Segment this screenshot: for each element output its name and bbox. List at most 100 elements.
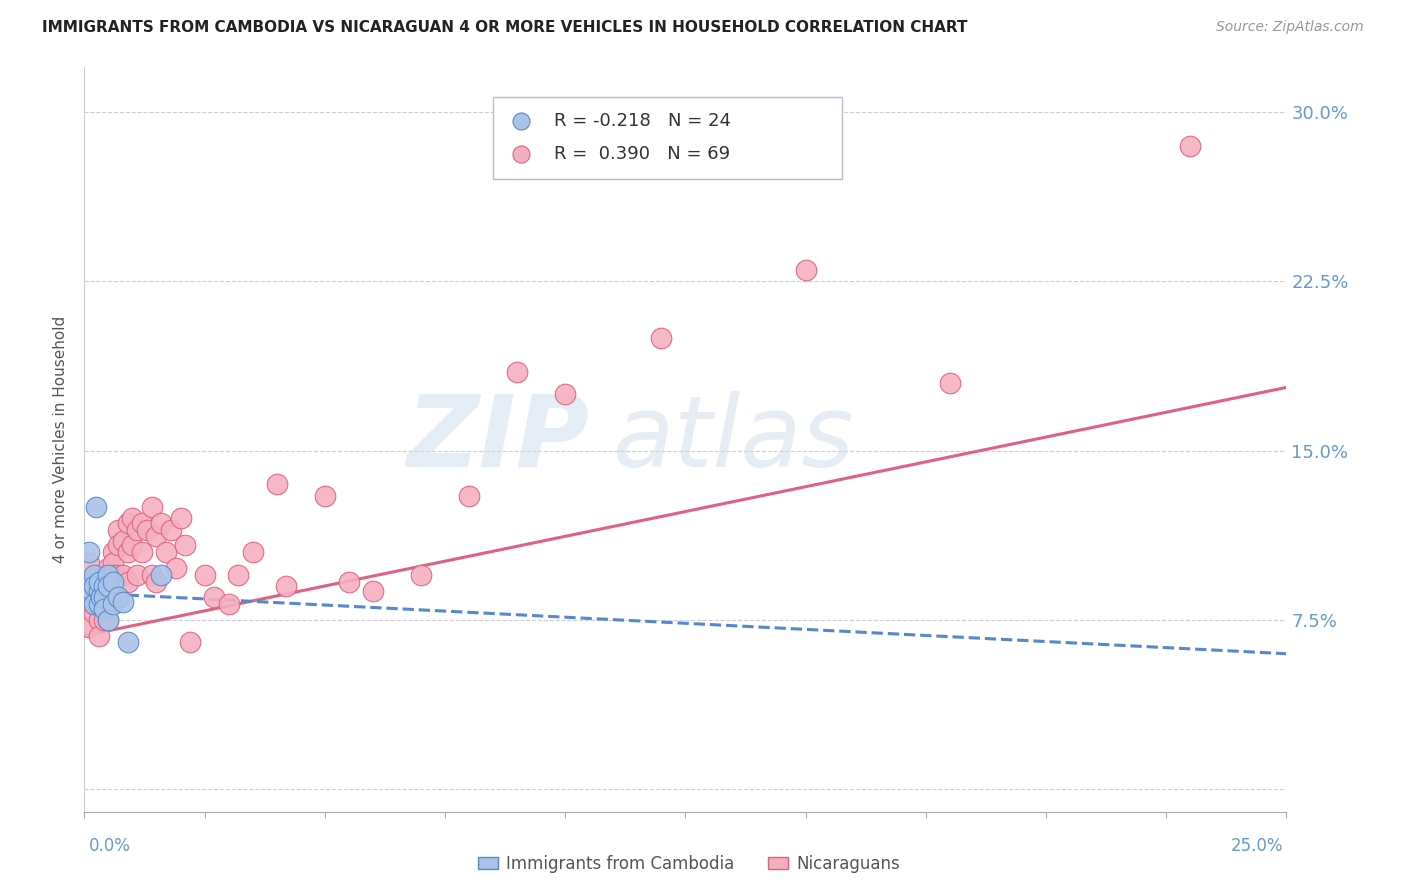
Point — [111, 567, 134, 582]
Point — [97, 579, 120, 593]
Point — [111, 595, 134, 609]
Point — [77, 620, 100, 634]
Point — [107, 567, 129, 582]
Point — [107, 591, 129, 605]
Point — [93, 583, 115, 598]
Point — [131, 545, 153, 559]
Point — [121, 538, 143, 552]
Point — [409, 567, 432, 582]
Text: R =  0.390   N = 69: R = 0.390 N = 69 — [554, 145, 731, 163]
Point — [80, 583, 103, 598]
Point — [97, 561, 120, 575]
Point — [276, 579, 298, 593]
Y-axis label: 4 or more Vehicles in Household: 4 or more Vehicles in Household — [53, 316, 69, 563]
Point — [554, 387, 576, 401]
Point — [80, 597, 103, 611]
FancyBboxPatch shape — [494, 96, 842, 178]
Point — [337, 574, 360, 589]
Point — [458, 489, 481, 503]
Point — [83, 579, 105, 593]
Point — [145, 574, 167, 589]
Point — [361, 583, 384, 598]
Point — [87, 629, 110, 643]
Point — [87, 597, 110, 611]
Point — [97, 597, 120, 611]
Point — [83, 567, 105, 582]
Point — [107, 538, 129, 552]
Point — [939, 376, 962, 390]
Point — [242, 545, 264, 559]
Point — [506, 365, 529, 379]
Point — [266, 477, 288, 491]
Point — [174, 538, 197, 552]
Point — [87, 567, 110, 582]
Point — [97, 579, 120, 593]
Point — [103, 583, 125, 598]
Point — [150, 567, 173, 582]
Point — [103, 597, 125, 611]
Text: ZIP: ZIP — [406, 391, 589, 488]
Point — [77, 545, 100, 559]
Point — [165, 561, 187, 575]
Point — [141, 567, 163, 582]
Point — [77, 557, 100, 571]
Point — [314, 489, 336, 503]
Point — [93, 601, 115, 615]
Point — [117, 516, 139, 530]
Point — [90, 591, 112, 605]
Point — [93, 591, 115, 605]
Point — [87, 574, 110, 589]
Point — [86, 500, 108, 514]
Point — [135, 523, 157, 537]
Point — [202, 591, 225, 605]
Point — [93, 579, 115, 593]
Point — [103, 574, 125, 589]
Point — [131, 516, 153, 530]
Point — [117, 545, 139, 559]
Point — [97, 567, 120, 582]
Point — [83, 597, 105, 611]
Point — [117, 635, 139, 649]
Point — [76, 576, 98, 591]
Point — [226, 567, 249, 582]
Point — [83, 579, 105, 593]
Point — [160, 523, 183, 537]
Text: IMMIGRANTS FROM CAMBODIA VS NICARAGUAN 4 OR MORE VEHICLES IN HOUSEHOLD CORRELATI: IMMIGRANTS FROM CAMBODIA VS NICARAGUAN 4… — [42, 20, 967, 35]
Point — [103, 557, 125, 571]
Point — [87, 574, 110, 589]
Point — [141, 500, 163, 514]
Point — [194, 567, 217, 582]
Point — [117, 574, 139, 589]
Text: Source: ZipAtlas.com: Source: ZipAtlas.com — [1216, 20, 1364, 34]
Point — [150, 516, 173, 530]
Point — [650, 331, 672, 345]
Point — [76, 591, 98, 605]
Point — [107, 523, 129, 537]
Point — [127, 523, 149, 537]
Point — [97, 613, 120, 627]
Legend: Immigrants from Cambodia, Nicaraguans: Immigrants from Cambodia, Nicaraguans — [471, 848, 907, 880]
Point — [179, 635, 201, 649]
Point — [93, 597, 115, 611]
Point — [169, 511, 191, 525]
Point — [107, 591, 129, 605]
Point — [87, 583, 110, 598]
Point — [103, 545, 125, 559]
Point — [83, 606, 105, 620]
Point — [121, 511, 143, 525]
Point — [77, 591, 100, 605]
Point — [127, 567, 149, 582]
Point — [97, 567, 120, 582]
Text: 0.0%: 0.0% — [89, 837, 131, 855]
Text: 25.0%: 25.0% — [1232, 837, 1284, 855]
Point — [87, 597, 110, 611]
Point — [111, 533, 134, 548]
Point — [93, 613, 115, 627]
Point — [87, 613, 110, 627]
Point — [155, 545, 177, 559]
Text: R = -0.218   N = 24: R = -0.218 N = 24 — [554, 112, 731, 130]
Point — [145, 529, 167, 543]
Point — [794, 263, 817, 277]
Point — [97, 613, 120, 627]
Point — [218, 597, 240, 611]
